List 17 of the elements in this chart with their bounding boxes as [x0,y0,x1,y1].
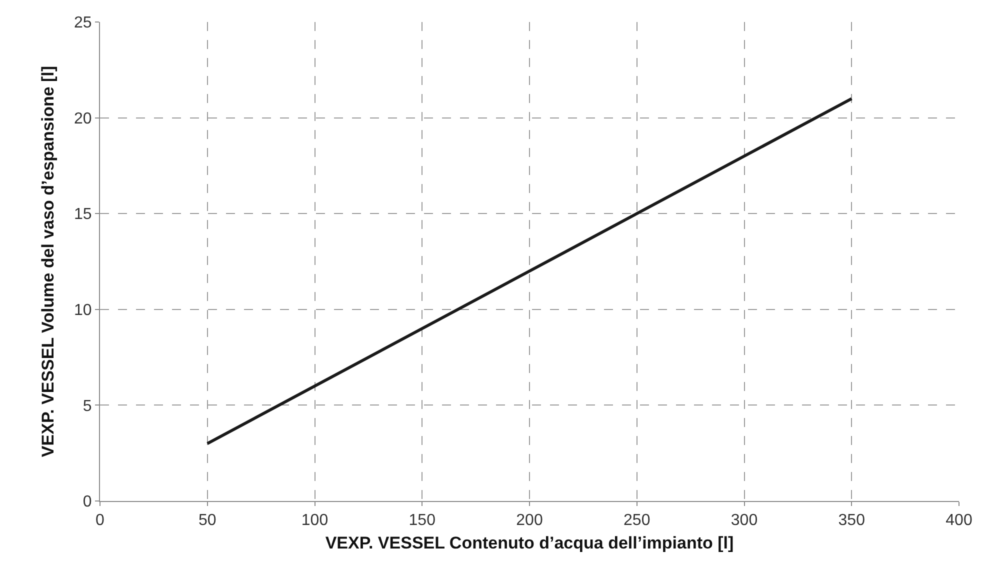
x-tick-label: 400 [946,512,972,530]
x-tick-label: 350 [838,512,866,530]
x-tick-label: 50 [198,512,216,530]
y-tick-label: 0 [82,494,92,511]
y-axis-title: VEXP. VESSEL Volume del vaso d’espansione [l] [38,66,58,458]
y-tick-label: 20 [74,110,92,128]
x-tick-label: 200 [516,512,543,530]
x-tick-label: 0 [96,512,105,530]
y-tick-label: 25 [74,14,92,32]
x-tick-label: 300 [730,512,758,530]
y-tick-label: 5 [82,398,92,415]
y-tick-label: 15 [74,206,92,224]
x-axis-title: VEXP. VESSEL Contenuto d’acqua dell’impianto [l] [325,534,734,553]
y-tick-label: 10 [74,302,92,319]
x-tick-label: 150 [408,512,436,530]
x-tick-label: 100 [301,512,328,530]
x-tick-label: 250 [624,512,650,530]
